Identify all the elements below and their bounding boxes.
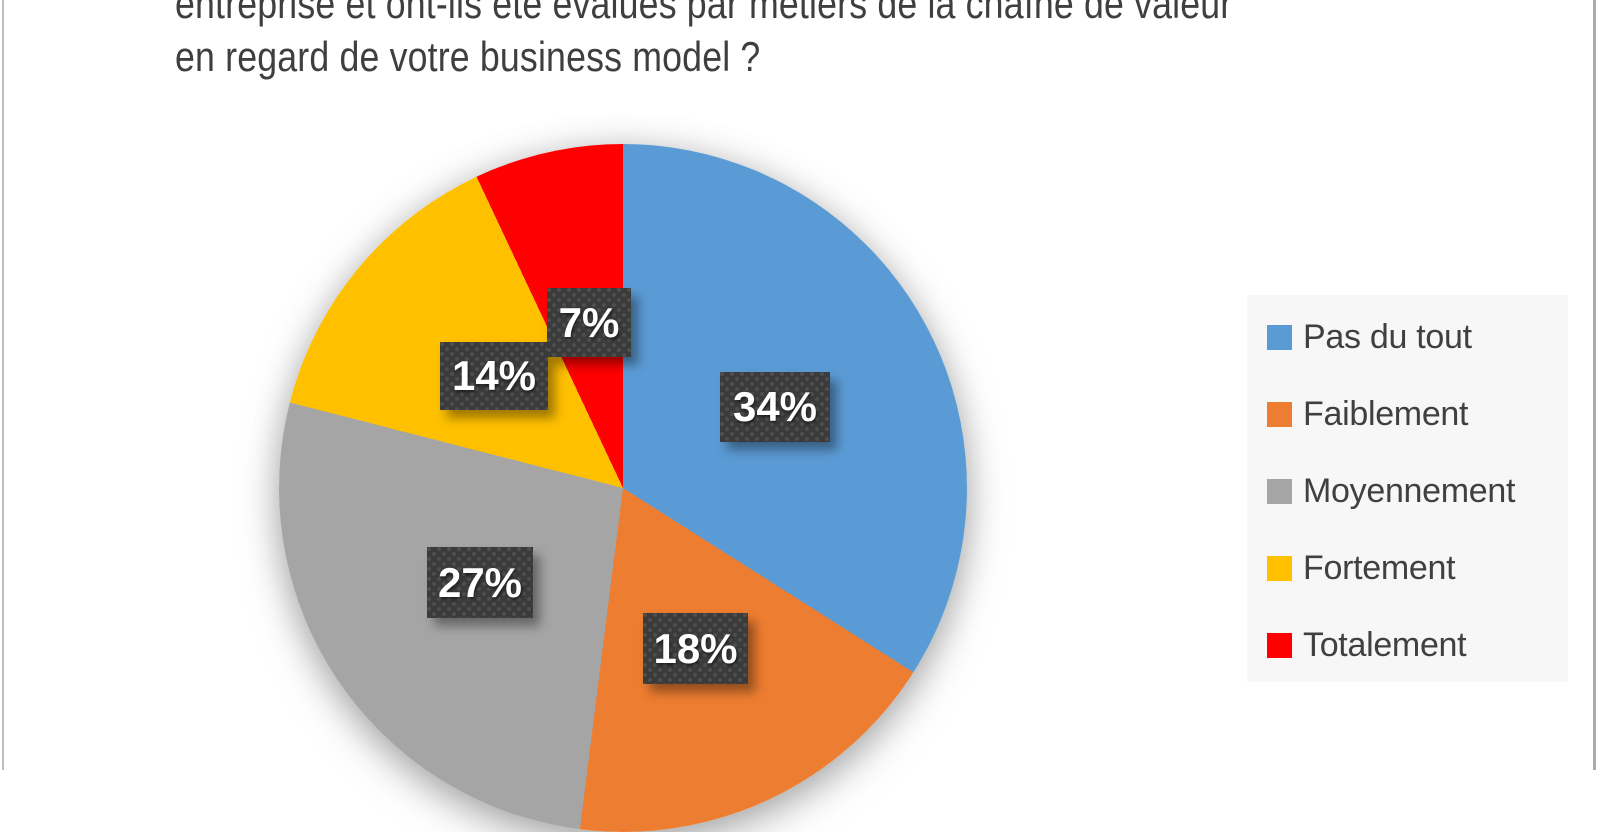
legend-swatch-icon [1267,555,1292,581]
data-label-moyennement: 27% [427,547,533,618]
legend-swatch-icon [1267,324,1292,350]
legend-item-fortement: Fortement [1267,549,1568,587]
window-right-border [1593,0,1596,770]
window-left-border [2,0,4,770]
chart-legend: Pas du tout Faiblement Moyennement Forte… [1247,295,1568,682]
legend-item-pas-du-tout: Pas du tout [1267,318,1568,356]
pie-chart [279,144,967,832]
chart-title-line-1: entreprise et ont-ils été évalués par mé… [175,0,1233,27]
legend-label: Totalement [1303,625,1467,664]
chart-title-line-2: en regard de votre business model ? [175,33,761,80]
legend-item-moyennement: Moyennement [1267,472,1568,510]
legend-label: Pas du tout [1303,317,1472,356]
legend-swatch-icon [1267,632,1292,658]
legend-swatch-icon [1267,401,1292,427]
legend-item-faiblement: Faiblement [1267,395,1568,433]
data-label-faiblement: 18% [643,613,748,684]
legend-label: Moyennement [1303,471,1516,510]
legend-label: Faiblement [1303,394,1469,433]
legend-swatch-icon [1267,478,1292,504]
data-label-totalement: 7% [547,288,631,357]
legend-label: Fortement [1303,548,1456,587]
data-label-pas-du-tout: 34% [720,372,830,442]
data-label-fortement: 14% [440,342,548,410]
legend-item-totalement: Totalement [1267,626,1568,664]
chart-title: entreprise et ont-ils été évalués par mé… [175,0,1232,83]
